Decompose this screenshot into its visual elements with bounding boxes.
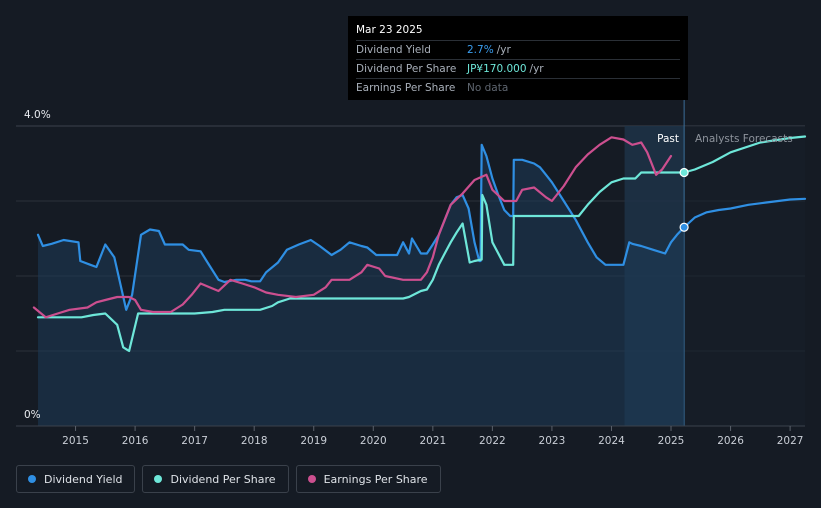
dividend-yield-marker bbox=[679, 222, 689, 232]
y-tick-label: 0% bbox=[24, 409, 41, 421]
tooltip-date: Mar 23 2025 bbox=[356, 24, 423, 36]
tooltip-row-dividend-yield: Dividend Yield 2.7% /yr bbox=[356, 40, 680, 59]
legend-item-dividend-yield[interactable]: Dividend Yield bbox=[16, 465, 136, 493]
dividend-per-share-marker bbox=[679, 167, 689, 178]
x-tick-label: 2022 bbox=[479, 435, 506, 447]
x-tick-label: 2026 bbox=[717, 435, 744, 447]
y-tick-label: 4.0% bbox=[24, 109, 51, 121]
legend-label: Dividend Yield bbox=[44, 472, 123, 486]
chart: 4.0% 0% 2015 2016 2017 2018 2019 2020 2021 2022 20… bbox=[16, 100, 807, 447]
dividend-yield-line bbox=[36, 143, 807, 311]
areas bbox=[38, 144, 685, 427]
tooltip-unit: /yr bbox=[529, 63, 544, 75]
tooltip-value: 2.7% bbox=[467, 44, 494, 56]
tooltip-value: No data bbox=[467, 82, 509, 94]
tooltip-label: Dividend Yield bbox=[356, 44, 431, 56]
tooltip-label: Dividend Per Share bbox=[356, 63, 457, 75]
x-tick-label: 2020 bbox=[360, 435, 387, 447]
tooltip-unit: /yr bbox=[496, 44, 511, 56]
tooltip-row-dividend-per-share: Dividend Per Share JP¥170.000 /yr bbox=[356, 59, 680, 78]
tooltip-row-earnings-per-share: Earnings Per Share No data bbox=[356, 78, 680, 97]
x-tick-label: 2027 bbox=[777, 435, 804, 447]
tooltip-label: Earnings Per Share bbox=[356, 82, 456, 94]
dividend-per-share-line bbox=[36, 135, 807, 353]
x-tick-label: 2021 bbox=[419, 435, 446, 447]
x-tick-label: 2024 bbox=[598, 435, 625, 447]
markers bbox=[679, 167, 689, 232]
forecast-shade bbox=[684, 126, 805, 426]
earnings-per-share-line bbox=[32, 136, 673, 319]
axes: 4.0% 0% 2015 2016 2017 2018 2019 2020 2021 2022 20… bbox=[16, 109, 805, 447]
series-lines bbox=[32, 135, 807, 353]
legend: Dividend Yield Dividend Per Share Earnin… bbox=[16, 465, 441, 493]
legend-dot-icon bbox=[28, 475, 36, 483]
x-tick-label: 2019 bbox=[300, 435, 327, 447]
x-tick-label: 2023 bbox=[539, 435, 566, 447]
legend-dot-icon bbox=[307, 475, 316, 483]
tooltip-value: JP¥170.000 bbox=[467, 63, 527, 75]
x-tick-label: 2025 bbox=[658, 435, 685, 447]
dividend-yield-area bbox=[38, 144, 685, 427]
legend-label: Earnings Per Share bbox=[323, 472, 428, 486]
x-tick-label: 2015 bbox=[62, 435, 89, 447]
past-label: Past bbox=[657, 133, 679, 145]
x-tick-label: 2016 bbox=[122, 435, 149, 447]
legend-item-earnings-per-share[interactable]: Earnings Per Share bbox=[295, 465, 441, 493]
legend-item-dividend-per-share[interactable]: Dividend Per Share bbox=[142, 465, 289, 493]
legend-label: Dividend Per Share bbox=[170, 472, 276, 486]
tooltip: Mar 23 2025 Dividend Yield 2.7% /yr Divi… bbox=[348, 16, 688, 100]
x-tick-label: 2018 bbox=[241, 435, 268, 447]
legend-dot-icon bbox=[154, 475, 163, 483]
x-tick-label: 2017 bbox=[181, 435, 208, 447]
forecast-label: Analysts Forecasts bbox=[695, 133, 793, 145]
